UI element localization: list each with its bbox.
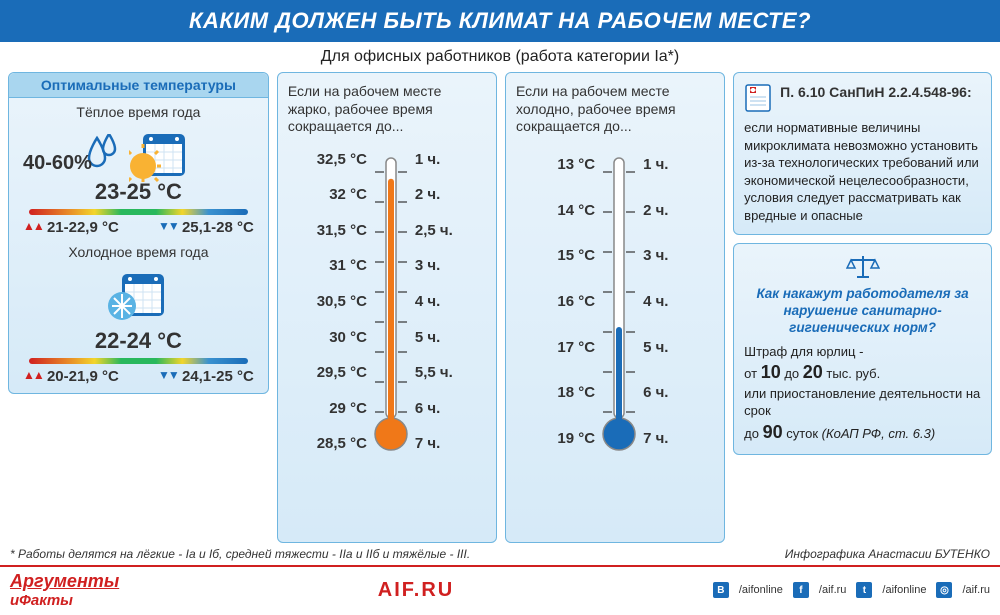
temp-value: 14 °C [539, 202, 595, 219]
footnote-row: * Работы делятся на лёгкие - Iа и Iб, ср… [0, 543, 1000, 561]
warm-high-range: 25,1-28 °C [182, 219, 254, 236]
cold-season: Холодное время года [19, 244, 258, 385]
temp-value: 31 °C [311, 257, 367, 274]
cold-label: Холодное время года [19, 244, 258, 260]
temp-value: 30,5 °C [311, 293, 367, 310]
footnote: * Работы делятся на лёгкие - Iа и Iб, ср… [10, 547, 470, 561]
cold-high-range: 24,1-25 °C [182, 368, 254, 385]
optimal-title: Оптимальные температуры [9, 73, 268, 98]
optimal-card: Оптимальные температуры Тёплое время год… [8, 72, 269, 394]
logo: Аргументы иФакты [10, 571, 119, 609]
hot-arrows-icon: ▲▲ [23, 219, 43, 233]
temp-value: 17 °C [539, 339, 595, 356]
snow-calendar-icon [108, 264, 168, 324]
cold-arrows-icon: ▼▼ [158, 219, 178, 233]
temp-value: 32 °C [311, 186, 367, 203]
site-url: AIF.RU [378, 579, 454, 602]
hot-thermo-body: 32,5 °C 32 °C 31,5 °C 31 °C 30,5 °C 30 °C 29,5… [288, 142, 486, 462]
temp-value: 30 °C [311, 329, 367, 346]
warm-main-range: 23-25 °C [19, 179, 258, 205]
cold-gradient-bar [29, 358, 248, 364]
cold-thermo-body: 13 °C 14 °C 15 °C 16 °C 17 °C 18 °C 19 °C 1 ч. 2… [516, 142, 714, 462]
hours-value: 3 ч. [415, 257, 463, 274]
warm-season: Тёплое время года [19, 104, 258, 236]
hours-value: 7 ч. [643, 430, 691, 447]
hours-value: 2 ч. [415, 186, 463, 203]
cold-card: Если на рабочем месте холодно, рабочее в… [505, 72, 725, 543]
warm-gradient-bar [29, 209, 248, 215]
hot-card: Если на рабочем месте жарко, рабочее вре… [277, 72, 497, 543]
hot-arrows-icon: ▲▲ [23, 368, 43, 382]
social-links: B/aifonline f/aif.ru t/aifonline ◎/aif.r… [713, 582, 990, 598]
hot-title: Если на рабочем месте жарко, рабочее вре… [288, 81, 486, 142]
hours-value: 1 ч. [643, 156, 691, 173]
penalty-card: Как накажут работодателя за нарушение са… [733, 243, 992, 455]
hours-value: 1 ч. [415, 151, 463, 168]
document-icon [744, 83, 772, 113]
hours-value: 7 ч. [415, 435, 463, 452]
penalty-line1: Штраф для юрлиц - от 10 до 20 тыс. руб. [744, 343, 981, 385]
vk-icon: B [713, 582, 729, 598]
cold-main-range: 22-24 °C [19, 328, 258, 354]
temp-value: 31,5 °C [311, 222, 367, 239]
hours-value: 5 ч. [643, 339, 691, 356]
hours-value: 2 ч. [643, 202, 691, 219]
temp-value: 28,5 °C [311, 435, 367, 452]
cold-title: Если на рабочем месте холодно, рабочее в… [516, 81, 714, 142]
footer: Аргументы иФакты AIF.RU B/aifonline f/ai… [0, 565, 1000, 615]
hours-value: 4 ч. [415, 293, 463, 310]
thermometer-icon [601, 142, 637, 462]
sanpin-ref: П. 6.10 СанПиН 2.2.4.548-96: [780, 83, 971, 102]
temp-value: 13 °C [539, 156, 595, 173]
tw-icon: t [856, 582, 872, 598]
penalty-line2: или приостановление деятельности на срок [744, 385, 981, 420]
ig-icon: ◎ [936, 582, 952, 598]
main-grid: Оптимальные температуры Тёплое время год… [0, 72, 1000, 543]
temp-value: 16 °C [539, 293, 595, 310]
cold-low-range: 20-21,9 °C [47, 368, 119, 385]
hours-value: 2,5 ч. [415, 222, 463, 239]
temp-value: 15 °C [539, 247, 595, 264]
scales-icon [846, 254, 880, 280]
temp-value: 29 °C [311, 400, 367, 417]
warm-low-range: 21-22,9 °C [47, 219, 119, 236]
subtitle: Для офисных работников (работа категории… [0, 42, 1000, 72]
hours-value: 3 ч. [643, 247, 691, 264]
hours-value: 4 ч. [643, 293, 691, 310]
temp-value: 32,5 °C [311, 151, 367, 168]
cold-arrows-icon: ▼▼ [158, 368, 178, 382]
temp-value: 18 °C [539, 384, 595, 401]
credit: Инфографика Анастасии БУТЕНКО [785, 547, 990, 561]
hours-value: 5,5 ч. [415, 364, 463, 381]
humidity-icon [87, 134, 119, 174]
temp-value: 29,5 °C [311, 364, 367, 381]
thermometer-icon [373, 142, 409, 462]
penalty-line3: до 90 суток (КоАП РФ, ст. 6.3) [744, 420, 981, 444]
page-title: КАКИМ ДОЛЖЕН БЫТЬ КЛИМАТ НА РАБОЧЕМ МЕСТ… [0, 0, 1000, 42]
hours-value: 6 ч. [643, 384, 691, 401]
warm-label: Тёплое время года [19, 104, 258, 120]
sanpin-card: П. 6.10 СанПиН 2.2.4.548-96: если нормат… [733, 72, 992, 235]
penalty-question: Как накажут работодателя за нарушение са… [744, 286, 981, 337]
sun-calendar-icon [129, 124, 189, 184]
fb-icon: f [793, 582, 809, 598]
hours-value: 6 ч. [415, 400, 463, 417]
sanpin-text: если нормативные величины микроклимата н… [744, 119, 981, 224]
temp-value: 19 °C [539, 430, 595, 447]
hours-value: 5 ч. [415, 329, 463, 346]
